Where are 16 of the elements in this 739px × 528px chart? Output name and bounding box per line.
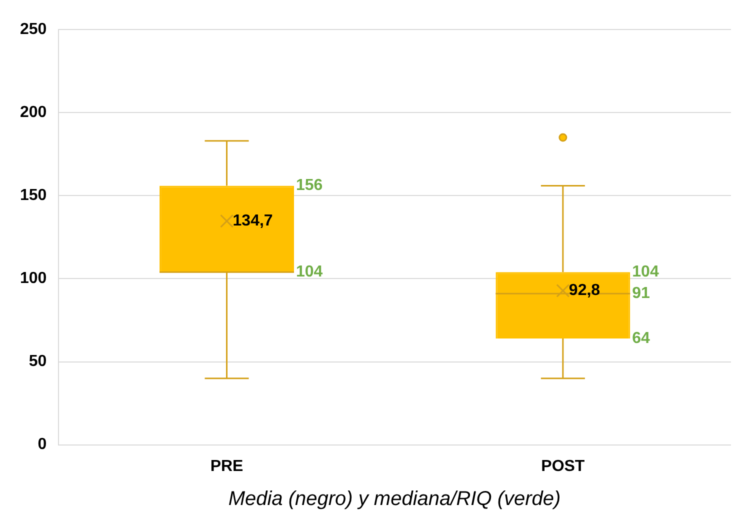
y-tick-label: 0 [38,436,47,454]
y-tick-label: 200 [20,104,47,122]
y-tick-label: 100 [20,270,47,288]
y-tick-label: 150 [20,187,47,204]
y-tick-label: 250 [20,21,47,38]
annotation: 104 [296,263,323,280]
annotation: 92,8 [568,282,600,300]
annotation: 134,7 [232,212,273,230]
y-tick-label: 50 [28,353,47,370]
x-tick-label: POST [541,458,585,475]
annotation: 64 [632,330,650,347]
annotation: 156 [296,177,323,194]
annotation: 91 [632,285,650,302]
x-tick-label: PRE [210,458,244,475]
text: Media (negro) y mediana/RIQ (verde) [227,488,562,511]
annotation: 104 [632,263,659,280]
